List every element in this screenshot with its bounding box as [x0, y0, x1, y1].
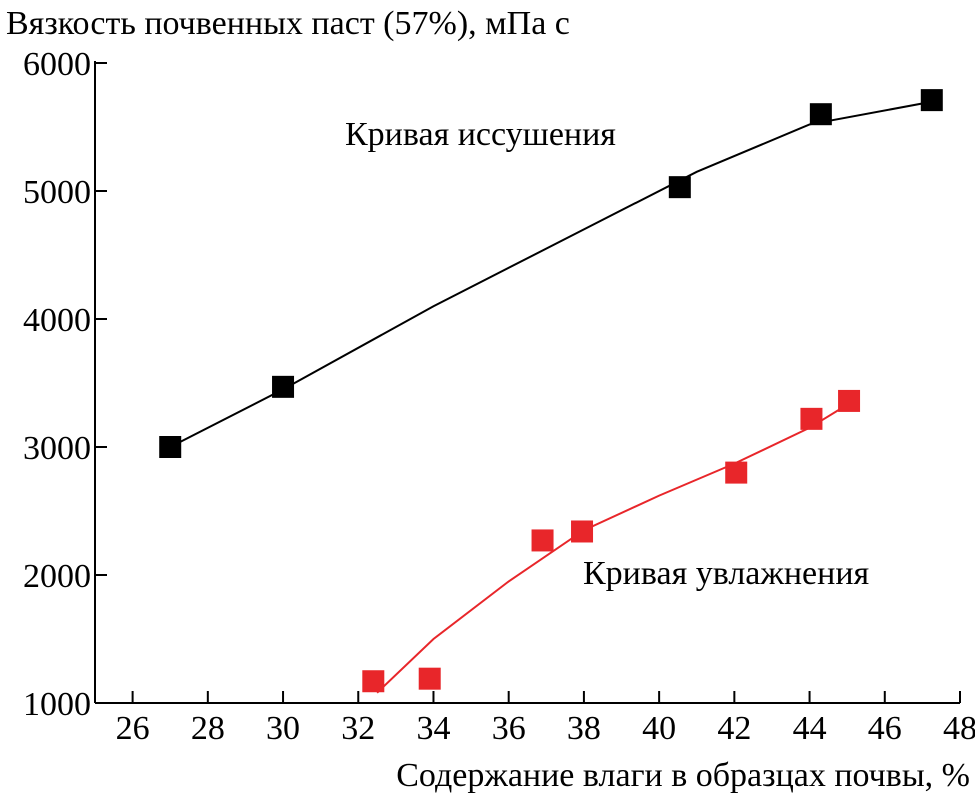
x-tick-label: 44 [793, 710, 827, 747]
x-tick-label: 28 [191, 710, 225, 747]
y-tick-label: 3000 [23, 430, 91, 467]
point [362, 670, 385, 693]
y-tick-label: 1000 [23, 686, 91, 723]
x-tick-label: 42 [717, 710, 751, 747]
x-tick-label: 46 [868, 710, 902, 747]
point [668, 176, 691, 199]
y-tick-label: 6000 [23, 46, 91, 83]
point [272, 375, 295, 398]
x-tick-label: 32 [341, 710, 375, 747]
y-tick-label: 4000 [23, 302, 91, 339]
point [838, 389, 861, 412]
y-tick-label: 2000 [23, 558, 91, 595]
point [920, 89, 943, 112]
x-tick-label: 26 [116, 710, 150, 747]
point [531, 529, 554, 552]
x-tick-label: 38 [567, 710, 601, 747]
point [571, 520, 594, 543]
x-axis-label: Содержание влаги в образцах почвы, % [396, 757, 970, 794]
series-label: Кривая увлажнения [583, 555, 870, 592]
x-tick-label: 30 [266, 710, 300, 747]
x-tick-label: 36 [492, 710, 526, 747]
fit-curve [376, 403, 848, 694]
point [800, 407, 823, 430]
x-tick-label: 40 [642, 710, 676, 747]
x-tick-label: 34 [416, 710, 450, 747]
y-tick-label: 5000 [23, 174, 91, 211]
x-tick-label: 48 [943, 710, 975, 747]
point [809, 103, 832, 126]
series-label: Кривая иссушения [345, 116, 616, 153]
point [159, 436, 182, 458]
chart-title: Вязкость почвенных паст (57%), мПа с [6, 5, 570, 42]
point [725, 461, 748, 484]
point [418, 667, 441, 690]
